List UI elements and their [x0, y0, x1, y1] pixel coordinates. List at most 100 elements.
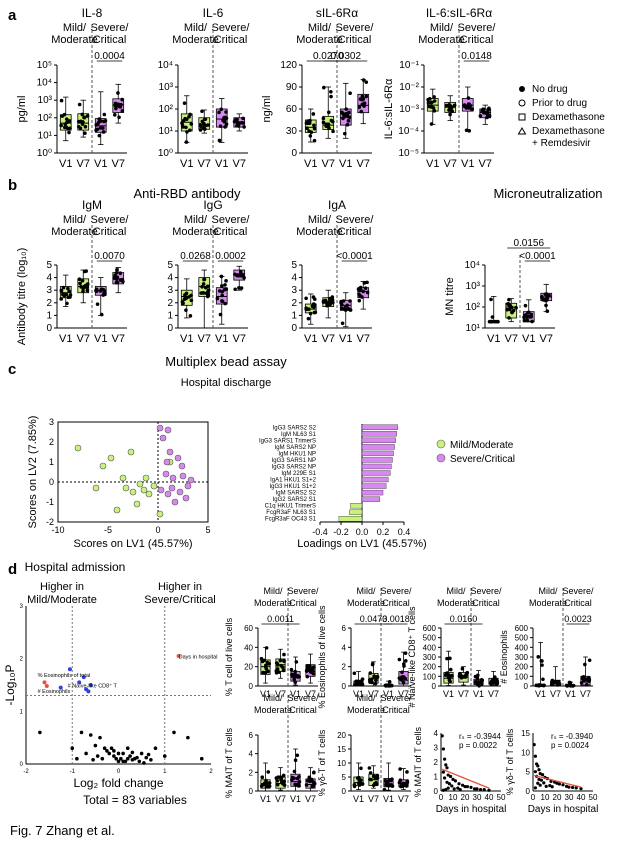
pvalue-label: <0.0001: [519, 251, 556, 262]
y-tick-label: 5: [46, 260, 52, 271]
data-point: [313, 310, 318, 315]
data-point: [474, 680, 478, 685]
data-point: [405, 780, 410, 785]
loading-label: IgG3 SARS2 NP: [272, 464, 316, 470]
x-category-label: V7: [368, 794, 379, 804]
data-point: [184, 296, 188, 301]
data-point: [329, 118, 334, 123]
group-label-severe-line1: Severe/: [91, 214, 130, 226]
y-tick-label: 15: [337, 745, 346, 754]
score-point: [74, 444, 82, 452]
y-tick-label: 4: [291, 273, 297, 284]
data-point: [360, 682, 365, 687]
data-point: [260, 775, 265, 780]
data-point: [282, 783, 287, 787]
score-point: [107, 454, 115, 462]
data-point: [188, 112, 192, 117]
data-point: [526, 310, 530, 315]
group-label-severe-line1: Severe/: [212, 214, 251, 226]
pvalue-label: 0.0473: [360, 614, 388, 624]
panel-letter-c: c: [8, 361, 16, 378]
x-tick-label: 0: [155, 525, 160, 535]
y-tick-label: 100: [423, 672, 437, 681]
data-point: [308, 134, 313, 138]
data-point: [220, 293, 225, 298]
data-point: [508, 307, 512, 312]
data-point: [348, 299, 352, 303]
group-label-severe-line2: Critical: [472, 598, 500, 608]
data-point: [205, 284, 210, 289]
data-point: [341, 116, 345, 121]
data-point: [347, 110, 351, 115]
data-point: [279, 777, 283, 782]
volcano-point: [121, 751, 125, 756]
y-tick-label: 2: [46, 298, 52, 309]
data-point: [467, 102, 471, 107]
data-point: [307, 307, 311, 311]
data-point: [390, 777, 394, 781]
data-point: [202, 277, 207, 282]
y-tick-label: 4: [342, 643, 347, 652]
data-point: [507, 297, 511, 302]
y-tick-label: 500: [423, 634, 437, 643]
x-category-label: V1: [215, 158, 228, 170]
group-label-severe-line2: Critical: [93, 226, 127, 238]
data-point: [541, 677, 545, 682]
data-point: [368, 771, 373, 775]
x-category-label: V7: [233, 158, 246, 170]
x-axis-label: Loadings on LV1 (45.57%): [297, 538, 426, 550]
volcano-point: [119, 756, 123, 761]
correlation-point: [533, 770, 538, 774]
data-point: [308, 311, 313, 316]
x-category-label: V1: [94, 333, 107, 345]
data-point: [312, 305, 316, 309]
loading-bar: [350, 503, 363, 509]
y-tick-label: 10⁻²: [399, 82, 419, 93]
data-point: [62, 112, 67, 117]
group-label-mild-line1: Mild/: [308, 22, 332, 34]
y-axis-label: % MAIT of T cells: [224, 727, 234, 798]
data-point: [432, 108, 436, 113]
y-tick-label: 0: [49, 477, 54, 487]
data-point: [402, 675, 406, 679]
y-tick-label: 10⁻⁴: [398, 126, 419, 137]
data-point: [312, 126, 317, 131]
x-category-label: V7: [322, 333, 335, 345]
score-point: [159, 434, 167, 442]
correlation-point: [536, 764, 540, 768]
y-axis-label: % T cell of live cells: [224, 617, 234, 696]
data-point: [223, 301, 228, 306]
y-tick-label: 600: [515, 624, 529, 633]
data-point: [495, 678, 499, 683]
group-label-mild-line2: Moderate: [529, 598, 567, 608]
data-point: [452, 103, 457, 108]
data-point: [361, 289, 366, 294]
correlation-point: [441, 770, 445, 774]
volcano-highlight-point: [44, 684, 49, 689]
data-point: [233, 272, 237, 277]
group-label-mild-line1: Mild/: [63, 214, 87, 226]
data-point: [217, 110, 221, 115]
data-point: [180, 121, 184, 125]
correlation-point: [532, 743, 536, 747]
correlation-point: [487, 788, 491, 792]
data-point: [540, 659, 544, 663]
data-point: [198, 128, 203, 132]
y-tick-label: 90: [286, 82, 298, 93]
legend-label-dex-remdesivir: Dexamethasone: [532, 126, 605, 137]
x-category-label: V1: [290, 689, 301, 699]
chart-title: IgA: [328, 198, 346, 212]
loading-label: IgM HKU1 NP: [278, 451, 316, 457]
group-label-mild-line2: Moderate: [172, 226, 218, 238]
y-tick-label: 2: [342, 663, 347, 672]
x-category-label: V7: [233, 333, 246, 345]
y-tick-label: 0: [342, 682, 347, 691]
y-tick-label: 0: [249, 682, 254, 691]
correlation-point: [555, 781, 559, 785]
correlation-point: [533, 786, 538, 790]
correlation-point: [538, 772, 542, 776]
loading-label: IgG2 SARS2 S1: [273, 497, 317, 503]
x-tick-label: 20: [461, 793, 470, 802]
data-point: [94, 287, 99, 292]
